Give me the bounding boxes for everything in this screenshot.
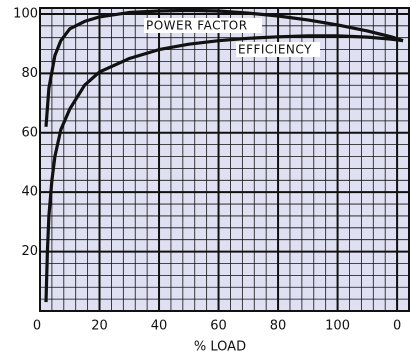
y-tick-label: 100 <box>13 6 38 21</box>
x-tick-label: 60 <box>210 319 227 334</box>
x-tick-label: 0 <box>33 319 41 334</box>
x-tick-label: 80 <box>270 319 287 334</box>
label-background <box>144 18 262 33</box>
x-tick-label: 0 <box>393 319 401 334</box>
plot-frame <box>39 7 410 312</box>
x-tick-label: 40 <box>151 319 168 334</box>
y-tick-label: 40 <box>21 185 38 200</box>
legend-label: EFFICIENCY <box>238 43 312 57</box>
x-axis-label: % LOAD <box>194 340 246 355</box>
label-background <box>236 42 320 57</box>
line <box>44 8 404 127</box>
y-tick-label: 80 <box>21 66 38 81</box>
y-tick-label: 20 <box>21 244 38 259</box>
x-tick-label: 20 <box>91 319 108 334</box>
x-tick-label: 100 <box>325 319 350 334</box>
legend-label: POWER FACTOR <box>146 19 248 33</box>
line <box>44 34 404 303</box>
plot-background <box>40 8 409 311</box>
y-tick-label: 60 <box>21 125 38 140</box>
